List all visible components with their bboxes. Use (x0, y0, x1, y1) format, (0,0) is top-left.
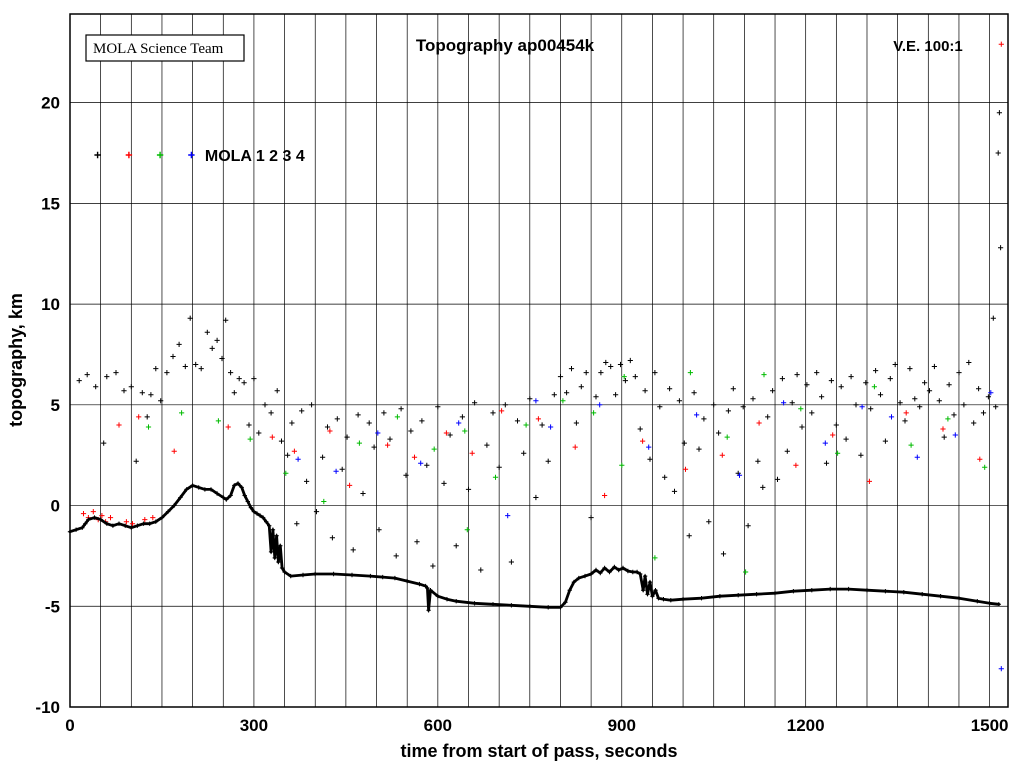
y-tick-label: 20 (41, 94, 60, 113)
x-tick-label: 900 (608, 716, 636, 735)
legend-marker-mola-3 (156, 151, 164, 159)
legend-marker-mola-2 (125, 151, 133, 159)
y-axis-label: topography, km (6, 293, 26, 427)
mola-2-scatter (80, 41, 1004, 527)
x-axis-label: time from start of pass, seconds (400, 741, 677, 761)
y-tick-label: -5 (45, 597, 60, 616)
legend-marker-mola-1 (94, 151, 101, 159)
x-tick-label: 1200 (787, 716, 825, 735)
legend-label: MOLA 1 2 3 4 (205, 148, 305, 165)
ground-track-profile (68, 481, 1001, 612)
x-tick-label: 300 (240, 716, 268, 735)
tick-label-layer: 0 300 600 900 1200 1500 -10 -5 0 5 10 15 20 (35, 94, 1008, 735)
chart-title: Topography ap00454k (416, 36, 595, 55)
ground-track-markers (67, 481, 1001, 613)
ve-label: V.E. 100:1 (893, 38, 963, 55)
plot-frame (69, 13, 1009, 708)
y-tick-label: 10 (41, 295, 60, 314)
y-tick-label: 5 (51, 396, 60, 415)
legend: MOLA 1 2 3 4 (94, 148, 305, 165)
credit-box (85, 34, 245, 62)
data-layer (67, 41, 1004, 672)
grid-layer (70, 14, 1008, 707)
y-tick-label: -10 (35, 698, 60, 717)
mola-1-scatter (76, 110, 1004, 573)
mola-4-scatter (295, 390, 1004, 672)
x-tick-label: 1500 (971, 716, 1009, 735)
y-tick-label: 15 (41, 194, 60, 213)
x-tick-label: 600 (424, 716, 452, 735)
legend-marker-mola-4 (188, 151, 195, 159)
credit-label: MOLA Science Team (93, 41, 224, 57)
x-tick-label: 0 (65, 716, 74, 735)
mola-3-scatter (145, 370, 988, 575)
y-tick-label: 0 (51, 497, 60, 516)
